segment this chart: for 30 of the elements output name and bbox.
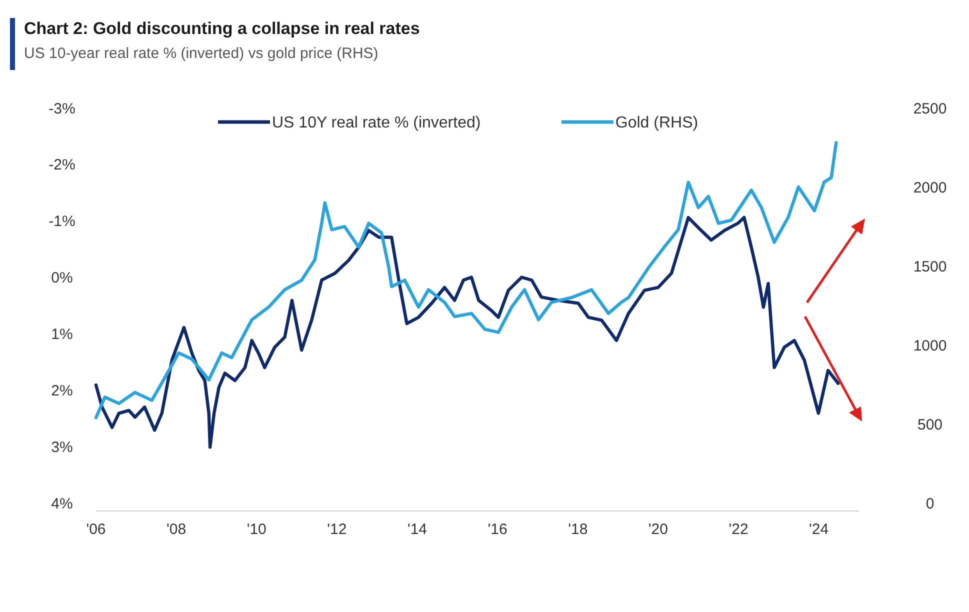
y-tick-label: 4% xyxy=(51,495,73,512)
y2-tick-label: 2000 xyxy=(913,179,947,196)
x-tick-label: '24 xyxy=(809,521,829,538)
chart-subtitle: US 10-year real rate % (inverted) vs gold price (RHS) xyxy=(24,45,378,62)
x-tick-label: '12 xyxy=(327,521,347,538)
x-tick-label: '20 xyxy=(648,521,668,538)
y2-tick-label: 1000 xyxy=(913,337,947,354)
x-tick-label: '06 xyxy=(86,521,106,538)
y2-tick-label: 0 xyxy=(926,495,934,512)
x-tick-label: '08 xyxy=(166,521,186,538)
y2-tick-label: 2500 xyxy=(913,100,947,118)
x-tick-label: '14 xyxy=(407,521,428,538)
legend-label: US 10Y real rate % (inverted) xyxy=(272,114,481,132)
y2-tick-label: 500 xyxy=(917,416,943,434)
x-tick-label: '18 xyxy=(568,521,588,538)
y-tick-label: 1% xyxy=(51,326,73,343)
legend-label: Gold (RHS) xyxy=(615,114,698,132)
y-tick-label: -2% xyxy=(48,156,76,174)
x-tick-label: '22 xyxy=(728,521,748,538)
chart-title: Chart 2: Gold discounting a collapse in real rates xyxy=(24,19,420,38)
line-series xyxy=(94,141,838,420)
y-tick-label: 3% xyxy=(51,438,73,456)
y-tick-label: -3% xyxy=(48,100,76,118)
x-tick-label: '10 xyxy=(246,521,266,538)
y-tick-label: 0% xyxy=(51,270,73,287)
y2-tick-label: 1500 xyxy=(913,258,947,276)
line-series xyxy=(94,216,840,449)
y-tick-label: -1% xyxy=(48,213,76,230)
y-tick-label: 2% xyxy=(51,382,73,400)
x-tick-label: '16 xyxy=(488,521,508,538)
